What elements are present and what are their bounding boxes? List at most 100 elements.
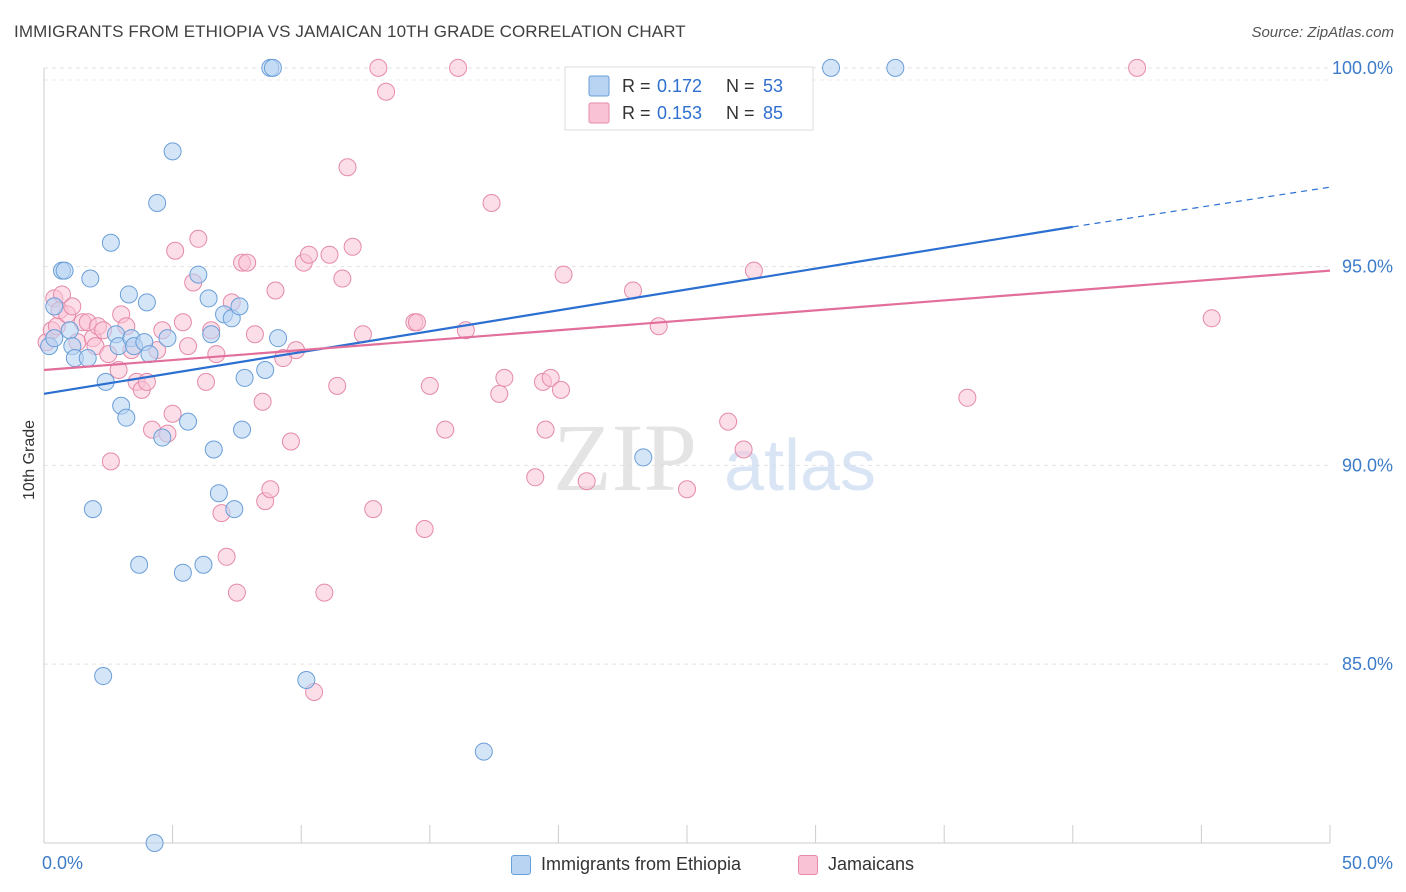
ethiopia-point — [230, 297, 249, 316]
jamaicans-point — [541, 368, 560, 387]
jamaicans-point — [253, 392, 272, 411]
jamaicans-point — [299, 245, 318, 264]
legend-label-jamaicans: Jamaicans — [828, 854, 915, 874]
ethiopia-point — [225, 500, 244, 519]
jamaicans-point — [482, 194, 501, 213]
jamaicans-point — [577, 472, 596, 491]
jamaicans-point — [217, 547, 236, 566]
ethiopia-point — [269, 329, 288, 348]
ethiopia-point — [822, 58, 841, 77]
trend-lines — [43, 186, 1331, 395]
y-tick-label: 85.0% — [1342, 654, 1393, 674]
ethiopia-point — [81, 269, 100, 288]
ethiopia-point — [130, 555, 149, 574]
legend-swatch-ethiopia-bottom — [511, 854, 531, 875]
jamaicans-point — [649, 317, 668, 336]
ethiopia-point — [153, 428, 172, 447]
ethiopia-point — [886, 58, 905, 77]
jamaicans-point — [734, 440, 753, 459]
jamaicans-point — [449, 58, 468, 77]
ethiopia-point — [474, 742, 493, 761]
ethiopia-point — [78, 349, 97, 368]
watermark-zip: ZIP — [553, 404, 697, 511]
ethiopia-point — [55, 261, 74, 280]
y-axis-label: 10th Grade — [21, 419, 38, 501]
legend-swatch-ethiopia — [588, 75, 610, 97]
jamaicans-point — [207, 345, 226, 364]
legend-swatch-jamaicans — [588, 102, 610, 124]
ethiopia-point — [140, 345, 159, 364]
ethiopia-point — [145, 834, 164, 852]
ethiopia-trend-extension — [1072, 186, 1331, 228]
jamaicans-points — [37, 58, 1221, 701]
jamaicans-point — [189, 229, 208, 248]
legend-item-ethiopia: Immigrants from Ethiopia — [511, 854, 741, 875]
source-label: Source: ZipAtlas.com — [1251, 24, 1394, 41]
ethiopia-point — [158, 329, 177, 348]
jamaicans-point — [101, 452, 120, 471]
jamaicans-point — [526, 468, 545, 487]
jamaicans-point — [261, 480, 280, 499]
jamaicans-point — [197, 372, 216, 391]
jamaicans-point — [163, 404, 182, 423]
ethiopia-point — [179, 412, 198, 431]
jamaicans-point — [415, 519, 434, 538]
watermark-atlas: atlas — [724, 426, 876, 506]
legend-item-jamaicans: Jamaicans — [798, 854, 914, 875]
jamaicans-point — [343, 237, 362, 256]
watermark: ZIP atlas — [553, 404, 876, 511]
jamaicans-point — [245, 325, 264, 344]
tick-labels: 85.0% 90.0% 95.0% 100.0% 0.0% 50.0% — [42, 58, 1393, 873]
legend-swatch-jamaicans-bottom — [798, 854, 818, 875]
ethiopia-point — [297, 671, 316, 690]
ethiopia-points — [40, 58, 905, 852]
ethiopia-point — [163, 142, 182, 161]
jamaicans-point — [63, 297, 82, 316]
legend-r-value-ethiopia: 0.172 — [657, 76, 702, 96]
jamaicans-point — [281, 432, 300, 451]
x-tick-label-min: 0.0% — [42, 853, 83, 873]
jamaicans-point — [678, 480, 696, 499]
jamaicans-point — [369, 58, 388, 77]
jamaicans-point — [315, 583, 334, 602]
jamaicans-point — [320, 245, 339, 264]
jamaicans-point — [338, 158, 357, 177]
jamaicans-point — [238, 253, 257, 272]
legend-r-label-ethiopia: R = — [622, 76, 651, 96]
legend-n-value-jamaicans: 85 — [763, 103, 783, 123]
jamaicans-point — [551, 380, 570, 399]
ethiopia-point — [204, 440, 223, 459]
jamaicans-point — [490, 384, 509, 403]
ethiopia-point — [137, 293, 156, 312]
ethiopia-point — [117, 408, 136, 427]
jamaicans-point — [266, 281, 285, 300]
legend-r-label-jamaicans: R = — [622, 103, 651, 123]
ethiopia-point — [45, 329, 64, 348]
ethiopia-point — [263, 58, 282, 77]
y-tick-label: 90.0% — [1342, 455, 1393, 475]
jamaicans-point — [179, 337, 198, 356]
ethiopia-point — [634, 448, 653, 467]
jamaicans-point — [109, 360, 128, 379]
ethiopia-point — [235, 368, 254, 387]
ethiopia-point — [202, 325, 221, 344]
jamaicans-point — [227, 583, 246, 602]
series-legend: Immigrants from Ethiopia Jamaicans — [0, 850, 1406, 880]
ethiopia-point — [189, 265, 208, 284]
y-tick-label: 95.0% — [1342, 257, 1393, 277]
ethiopia-point — [94, 667, 113, 686]
ethiopia-point — [199, 289, 218, 308]
jamaicans-point — [958, 388, 977, 407]
ethiopia-trend-line — [43, 225, 1073, 395]
jamaicans-point — [1128, 58, 1147, 77]
x-tick-label-max: 50.0% — [1342, 853, 1393, 873]
jamaicans-point — [536, 420, 555, 439]
jamaicans-trend-line — [43, 269, 1331, 372]
jamaicans-point — [495, 368, 514, 387]
jamaicans-point — [719, 412, 738, 431]
ethiopia-point — [194, 555, 213, 574]
jamaicans-point — [166, 241, 185, 260]
correlation-legend: R = 0.172 N = 53 R = 0.153 N = 85 — [564, 66, 814, 131]
y-tick-label: 100.0% — [1332, 58, 1393, 78]
